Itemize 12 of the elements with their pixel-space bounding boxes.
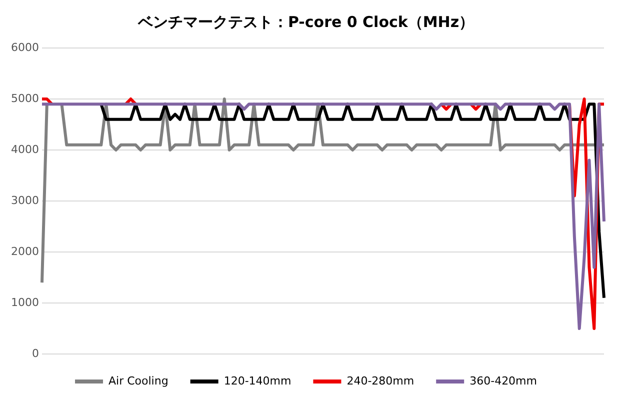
y-tick-label: 4000 — [10, 142, 39, 156]
chart-title: ベンチマークテスト：P-core 0 Clock（MHz） — [136, 12, 474, 31]
legend-label: 360-420mm — [470, 374, 538, 388]
y-tick-label: 5000 — [10, 92, 39, 105]
y-tick-label: 2000 — [10, 244, 39, 258]
legend-label: 120-140mm — [224, 374, 292, 388]
legend-label: 240-280mm — [346, 374, 414, 388]
legend-label: Air Cooling — [108, 374, 168, 388]
y-tick-label: 3000 — [10, 194, 39, 207]
y-tick-label: 0 — [32, 346, 39, 360]
y-tick-label: 6000 — [10, 40, 39, 54]
y-tick-label: 1000 — [10, 296, 39, 309]
